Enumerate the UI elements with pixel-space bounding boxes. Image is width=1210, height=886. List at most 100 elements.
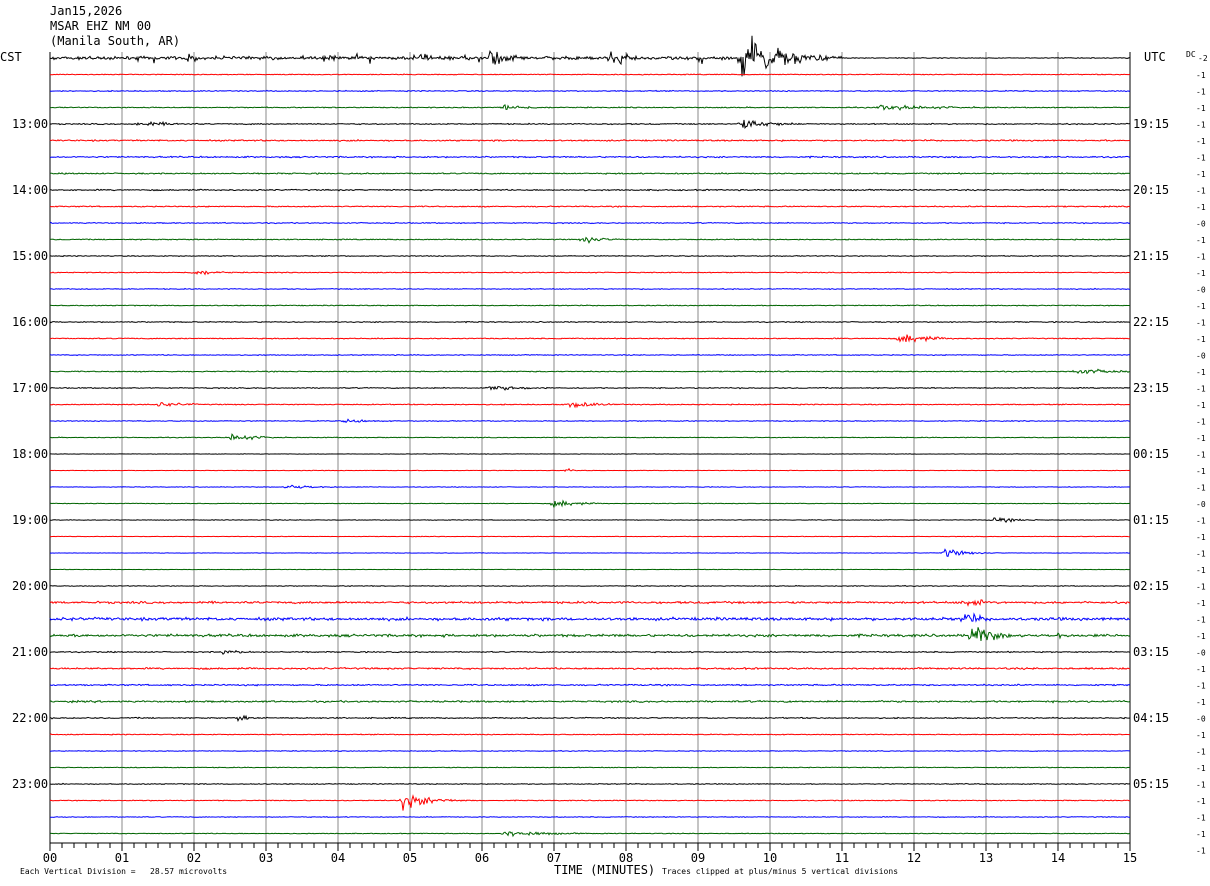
- x-axis: 00 01 02 03 04 05 06 07 08 09 10 11 12 13 14 15: [43, 842, 1137, 865]
- utc-hour-label: 23:15: [1133, 381, 1169, 395]
- cst-hour-label: 20:00: [12, 579, 48, 593]
- x-tick-label: 05: [403, 851, 417, 865]
- x-tick-label: 13: [979, 851, 993, 865]
- trace-row-8: [49, 188, 1131, 192]
- x-tick-label: 06: [475, 851, 489, 865]
- dc-offset-label: -1: [1196, 154, 1206, 163]
- trace-row-29: [49, 535, 1131, 538]
- dc-offset-label: -0: [1196, 352, 1206, 361]
- trace-row-21: [49, 401, 1131, 409]
- dc-label: DC: [1186, 50, 1196, 59]
- trace-row-18: [49, 353, 1131, 357]
- utc-hour-label: 21:15: [1133, 249, 1169, 263]
- utc-hour-label: 05:15: [1133, 777, 1169, 791]
- trace-row-46: [50, 815, 1131, 818]
- dc-offset-label: -1: [1196, 104, 1206, 113]
- trace-row-16: [49, 320, 1131, 324]
- utc-hour-label: 02:15: [1133, 579, 1169, 593]
- utc-hour-label: 03:15: [1133, 645, 1169, 659]
- cst-hour-label: 19:00: [12, 513, 48, 527]
- trace-row-17: [50, 334, 1131, 343]
- dc-offset-label: -1: [1196, 484, 1206, 493]
- trace-row-35: [49, 627, 1131, 642]
- trace-row-14: [50, 287, 1131, 291]
- trace-row-27: [49, 499, 1131, 508]
- dc-offset-label: -1: [1196, 698, 1206, 707]
- trace-row-5: [49, 138, 1131, 143]
- dc-offset-label: -0: [1196, 649, 1206, 658]
- trace-row-11: [49, 236, 1130, 244]
- trace-row-7: [50, 172, 1131, 175]
- dc-offset-label: -1: [1196, 418, 1206, 427]
- dc-offset-label: -1: [1196, 665, 1206, 674]
- trace-row-13: [49, 270, 1130, 276]
- x-tick-label: 02: [187, 851, 201, 865]
- trace-row-20: [49, 385, 1131, 391]
- trace-row-12: [50, 254, 1131, 258]
- trace-row-39: [49, 699, 1131, 704]
- dc-offset-label: -1: [1196, 632, 1206, 641]
- trace-row-34: [49, 612, 1131, 623]
- trace-row-33: [49, 599, 1131, 607]
- dc-offset-labels: -1 -1 -1 -1 -1 -1 -1 -1 -1 -0 -1 -1 -1 -0 -1 -1 -1 -0 -1 -1…: [1196, 71, 1206, 856]
- trace-row-43: [50, 766, 1131, 769]
- trace-row-30: [49, 548, 1131, 558]
- trace-row-24: [50, 453, 1131, 455]
- trace-row-41: [49, 733, 1131, 736]
- utc-hour-label: 00:15: [1133, 447, 1169, 461]
- dc-offset-label: -1: [1196, 187, 1206, 196]
- cst-hour-label: 22:00: [12, 711, 48, 725]
- x-tick-label: 10: [763, 851, 777, 865]
- x-tick-label: 04: [331, 851, 345, 865]
- dc-offset-label: -1: [1196, 401, 1206, 410]
- dc-offset-label: -1: [1196, 203, 1206, 212]
- trace-row-42: [49, 749, 1130, 752]
- dc-offset-label: -1: [1196, 170, 1206, 179]
- scale-note: Each Vertical Division = 28.57 microvolt…: [20, 867, 228, 876]
- trace-row-2: [49, 89, 1131, 93]
- trace-row-47: [49, 831, 1131, 838]
- dc-offset-label: -1: [1196, 434, 1206, 443]
- trace-row-38: [49, 683, 1131, 687]
- dc-offset-label: -0: [1196, 500, 1206, 509]
- trace-row-10: [49, 221, 1131, 225]
- dc-offset-label: -1: [1196, 302, 1206, 311]
- x-tick-label: 08: [619, 851, 633, 865]
- dc-offset-label: -1: [1196, 797, 1206, 806]
- utc-hour-label: 20:15: [1133, 183, 1169, 197]
- cst-hour-label: 23:00: [12, 777, 48, 791]
- dc-offset-label: -1: [1196, 550, 1206, 559]
- trace-row-40: [49, 714, 1131, 723]
- dc-offset-label: -1: [1196, 731, 1206, 740]
- utc-hour-label: 19:15: [1133, 117, 1169, 131]
- trace-row-3: [50, 104, 1131, 111]
- x-tick-label: 00: [43, 851, 57, 865]
- x-axis-title: TIME (MINUTES): [554, 863, 655, 877]
- trace-row-26: [49, 484, 1131, 489]
- x-tick-label: 03: [259, 851, 273, 865]
- trace-row-9: [49, 205, 1131, 208]
- cst-hour-labels: 13:00 14:00 15:00 16:00 17:00 18:00 19:00 20:00…: [12, 117, 48, 791]
- dc-offset-label: -1: [1196, 121, 1206, 130]
- dc-offset-label: -1: [1196, 847, 1206, 856]
- minute-grid: [49, 52, 1131, 843]
- dc-offset-label: -1: [1196, 566, 1206, 575]
- dc-offset-label: -1: [1196, 319, 1206, 328]
- dc-offset-label: -1: [1196, 368, 1206, 377]
- cst-hour-label: 21:00: [12, 645, 48, 659]
- cst-zone-label: CST: [0, 50, 22, 64]
- trace-row-15: [49, 304, 1131, 307]
- cst-hour-label: 13:00: [12, 117, 48, 131]
- dc-offset-label: -1: [1196, 830, 1206, 839]
- station-location: (Manila South, AR): [50, 34, 181, 48]
- x-tick-label: 01: [115, 851, 129, 865]
- x-tick-label: 12: [907, 851, 921, 865]
- trace-row-31: [49, 568, 1130, 571]
- trace-row-1: [49, 73, 1131, 76]
- seismic-traces: [49, 35, 1131, 838]
- cst-hour-label: 16:00: [12, 315, 48, 329]
- dc-offset-label: -1: [1196, 269, 1206, 278]
- clip-note: Traces clipped at plus/minus 5 vertical …: [662, 867, 899, 876]
- x-tick-label: 07: [547, 851, 561, 865]
- dc-offset-label: -1: [1196, 236, 1206, 245]
